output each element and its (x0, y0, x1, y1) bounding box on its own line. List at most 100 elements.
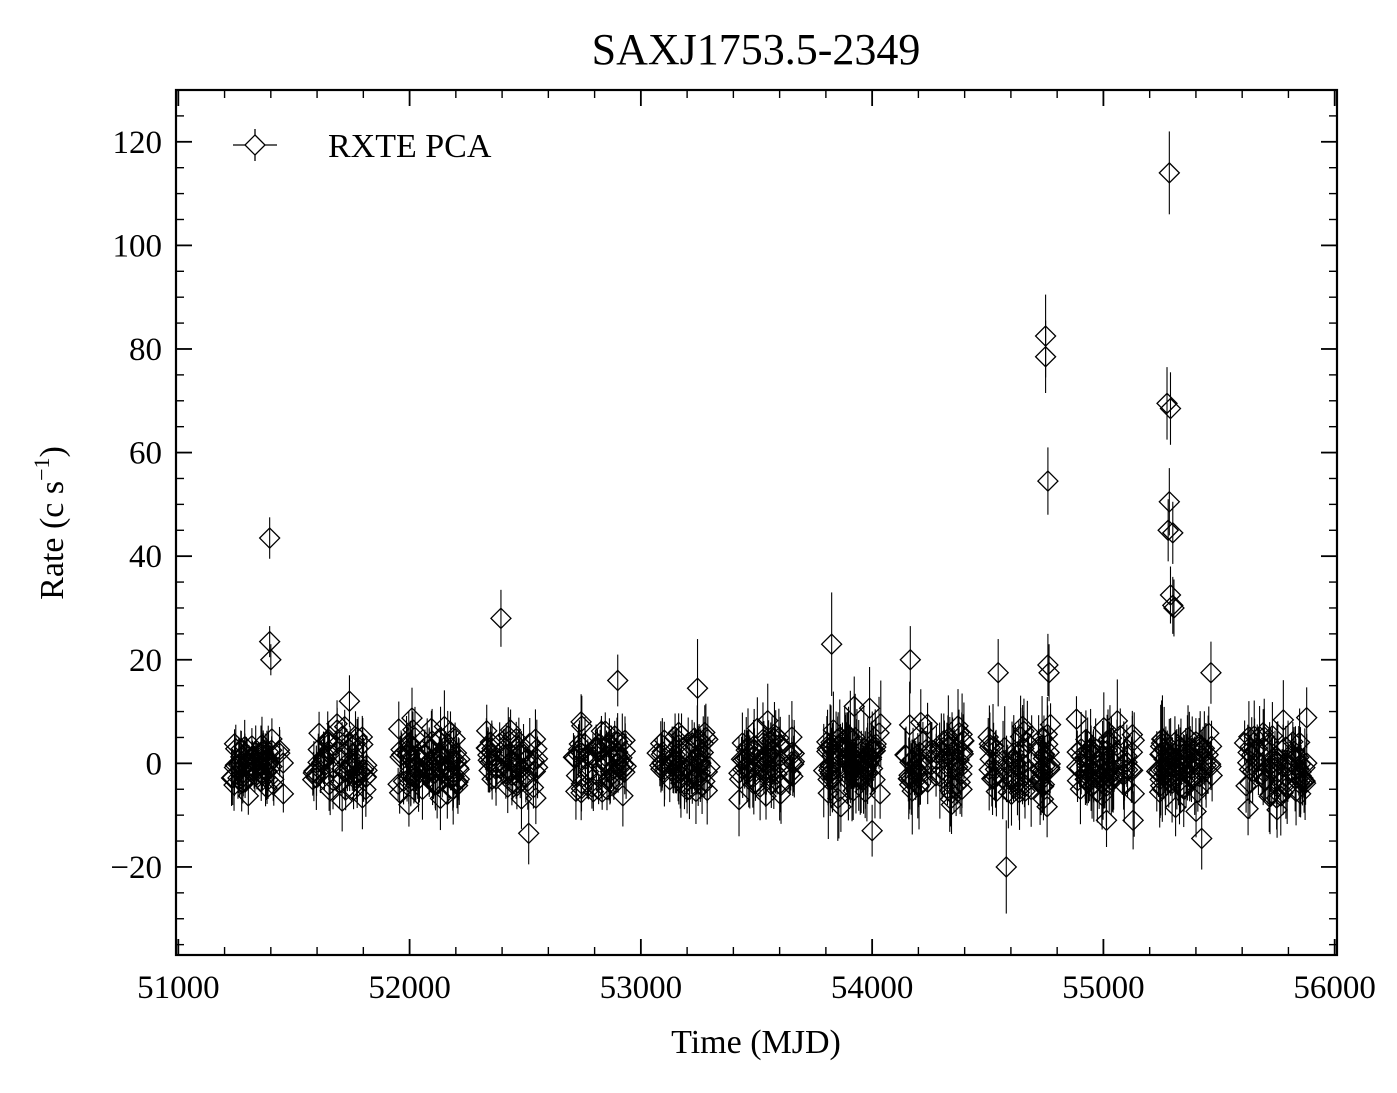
diamond-marker (387, 718, 410, 740)
data-point (1161, 737, 1184, 777)
data-point (524, 709, 547, 769)
diamond-marker (1038, 661, 1060, 684)
data-point (1272, 680, 1295, 760)
data-point (424, 748, 446, 798)
diamond-marker (820, 633, 843, 656)
diamond-marker (1092, 762, 1115, 785)
data-point (1109, 708, 1132, 763)
data-point (693, 765, 716, 798)
diamond-marker (869, 712, 892, 735)
diamond-marker (663, 762, 685, 785)
data-point (428, 736, 451, 791)
data-point (429, 706, 452, 769)
data-point (742, 719, 765, 792)
diamond-marker (919, 742, 942, 765)
diamond-marker (256, 777, 278, 799)
diamond-marker (444, 727, 467, 750)
data-point (1106, 679, 1129, 763)
data-point (490, 589, 512, 647)
diamond-marker (948, 721, 970, 744)
data-point (565, 750, 588, 801)
data-point (565, 763, 587, 820)
diamond-marker (1161, 746, 1184, 768)
diamond-marker (1266, 750, 1288, 772)
x-tick-label: 51000 (137, 970, 220, 1006)
diamond-marker (606, 745, 629, 768)
y-ticks: −20 0 20 40 60 80 100 120 (110, 89, 1337, 946)
diamond-marker (428, 752, 451, 775)
diamond-marker (1009, 740, 1032, 762)
diamond-marker (602, 758, 625, 781)
diamond-marker (1096, 739, 1119, 762)
diamond-marker (869, 783, 892, 805)
data-point (995, 820, 1018, 914)
diamond-marker (1200, 661, 1222, 684)
data-point (1185, 785, 1207, 838)
diamond-marker (1148, 781, 1171, 804)
data-point (844, 693, 867, 782)
diamond-marker (1149, 735, 1172, 758)
data-point (731, 740, 754, 798)
data-point (1163, 579, 1185, 637)
data-point (615, 733, 638, 799)
diamond-marker (661, 750, 684, 773)
diamond-marker (827, 780, 850, 803)
diamond-marker (1291, 771, 1314, 794)
diamond-marker (334, 779, 357, 801)
diamond-marker (524, 728, 547, 751)
diamond-marker (398, 793, 420, 816)
diamond-marker (693, 770, 716, 793)
chart-title: SAXJ1753.5-2349 (592, 25, 921, 74)
y-tick-label: 0 (146, 746, 163, 782)
diamond-marker (925, 765, 947, 787)
data-point (1157, 499, 1180, 562)
data-point (1188, 750, 1211, 803)
diamond-marker (442, 778, 465, 801)
x-tick-label: 55000 (1062, 970, 1145, 1006)
data-point (1159, 372, 1182, 445)
diamond-marker (345, 761, 368, 784)
data-point (499, 752, 521, 790)
data-point (1036, 447, 1059, 515)
data-point (1121, 739, 1144, 802)
data-point (480, 731, 503, 791)
diamond-marker (898, 713, 921, 736)
diamond-marker (587, 778, 610, 801)
diamond-marker (817, 768, 840, 791)
diamond-marker (490, 757, 513, 780)
data-point (984, 731, 1007, 808)
data-point (439, 732, 462, 791)
data-point (862, 726, 885, 777)
diamond-marker (1034, 345, 1057, 368)
data-point (819, 704, 842, 790)
diamond-marker (1070, 745, 1093, 768)
data-point (1243, 718, 1266, 783)
diamond-marker (333, 715, 356, 738)
diamond-marker (861, 819, 884, 842)
diamond-marker (743, 734, 766, 757)
diamond-marker (1274, 773, 1297, 796)
data-point (1200, 641, 1222, 704)
diamond-marker (908, 775, 930, 798)
diamond-marker (301, 768, 324, 791)
data-point (744, 765, 767, 801)
diamond-marker (928, 765, 951, 788)
data-point (995, 735, 1018, 803)
diamond-marker (342, 779, 365, 802)
diamond-marker (228, 752, 251, 775)
diamond-marker (995, 757, 1018, 780)
data-point (333, 709, 356, 744)
diamond-marker (1156, 392, 1178, 415)
data-point (228, 738, 251, 790)
data-point (231, 762, 254, 804)
diamond-marker (1121, 759, 1144, 782)
data-point (1145, 731, 1168, 812)
diamond-marker (819, 735, 842, 758)
diamond-marker (987, 661, 1010, 684)
data-point (869, 769, 892, 819)
diamond-marker (567, 743, 590, 766)
plot-frame (174, 88, 1339, 957)
diamond-marker (577, 760, 600, 783)
diamond-marker (783, 750, 806, 773)
diamond-marker (577, 745, 599, 768)
